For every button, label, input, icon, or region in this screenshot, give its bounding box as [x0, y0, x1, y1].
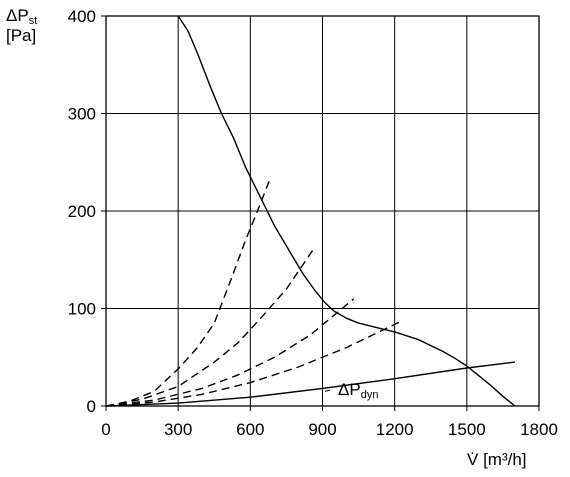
x-tick-label-300: 300 — [164, 420, 192, 439]
y-axis-label: ΔPst [Pa] — [6, 6, 38, 45]
dyn-label-leader — [324, 389, 331, 392]
x-tick-labels: 0 300 600 900 1200 1500 1800 — [101, 406, 558, 439]
x-tick-label-1500: 1500 — [448, 420, 486, 439]
x-tick-label-600: 600 — [236, 420, 264, 439]
y-tick-label-400: 400 — [68, 7, 96, 26]
y-tick-label-300: 300 — [68, 105, 96, 124]
v-dot: · — [470, 444, 475, 460]
series-5-solid — [105, 361, 515, 407]
y-tick-labels: 0 100 200 300 400 — [68, 7, 106, 416]
y-tick-label-100: 100 — [68, 300, 96, 319]
series-0-solid — [177, 15, 516, 407]
x-tick-label-1200: 1200 — [376, 420, 414, 439]
x-tick-label-900: 900 — [308, 420, 336, 439]
grid — [105, 15, 540, 407]
series-layer — [105, 15, 516, 407]
y-tick-label-0: 0 — [87, 397, 96, 416]
x-tick-label-1800: 1800 — [520, 420, 558, 439]
series-label-dp-dyn: ΔPdyn — [338, 380, 379, 401]
series-4-dashed — [105, 321, 400, 407]
x-axis-label: · V [m³/h] — [467, 444, 527, 469]
x-tick-label-0: 0 — [101, 420, 110, 439]
series-3-dashed — [105, 298, 355, 407]
series-2-dashed — [105, 249, 314, 407]
y-tick-label-200: 200 — [68, 202, 96, 221]
